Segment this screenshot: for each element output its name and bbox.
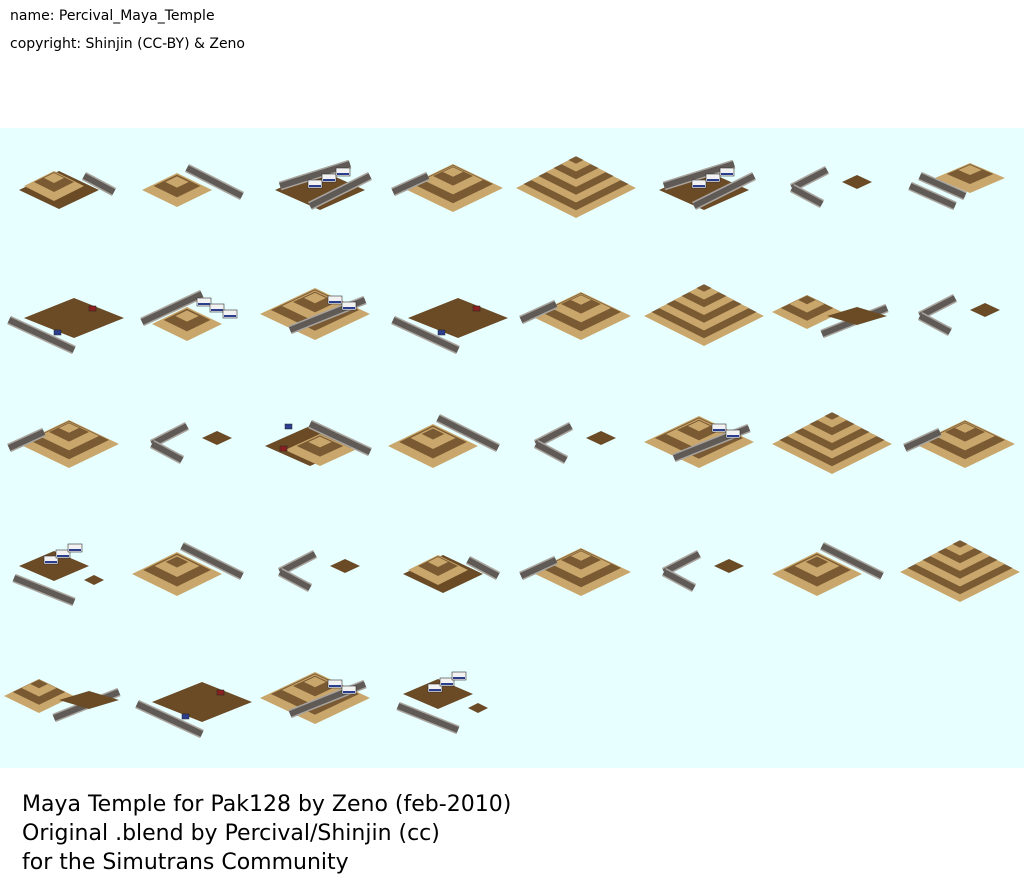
sprite-tile bbox=[516, 156, 636, 218]
sprite-tile bbox=[772, 541, 885, 596]
copyright-label: copyright: Shinjin (CC-BY) & Zeno bbox=[10, 36, 245, 52]
sprite-tile bbox=[917, 293, 1000, 336]
sprite-tile bbox=[19, 171, 117, 209]
credits-line-1: Maya Temple for Pak128 by Zeno (feb-2010… bbox=[22, 792, 512, 817]
credits-block: Maya Temple for Pak128 by Zeno (feb-2010… bbox=[22, 790, 511, 877]
sprite-tile bbox=[260, 288, 370, 340]
sprite-tile bbox=[265, 419, 372, 466]
credits-line-2: Original .blend by Percival/Shinjin (cc) bbox=[22, 821, 440, 846]
object-name-label: name: Percival_Maya_Temple bbox=[10, 8, 215, 24]
sprite-tile bbox=[661, 549, 744, 592]
sprite-tile bbox=[142, 163, 245, 207]
sprite-tile bbox=[644, 284, 764, 346]
sprite-tile bbox=[132, 541, 245, 596]
sprite-tile bbox=[396, 671, 488, 735]
sprite-tile bbox=[7, 420, 119, 468]
sprite-tile bbox=[7, 298, 124, 355]
sprite-tile bbox=[519, 292, 631, 340]
sprite-tile bbox=[403, 555, 501, 593]
sprite-tile bbox=[260, 672, 370, 724]
sprite-tile bbox=[391, 298, 508, 355]
sprite-tile bbox=[140, 289, 238, 341]
sprite-sheet-canvas bbox=[4, 156, 1020, 739]
sprite-tile bbox=[772, 412, 892, 474]
sprite-tile bbox=[4, 679, 121, 723]
sprite-tile bbox=[135, 682, 252, 739]
sprite-tile bbox=[388, 413, 501, 468]
sprite-tile bbox=[519, 548, 631, 596]
sprite-tile bbox=[772, 295, 889, 339]
sprite-tile bbox=[659, 159, 757, 211]
sprite-tile bbox=[908, 163, 1005, 211]
sprite-tile bbox=[12, 543, 104, 607]
sprite-tile bbox=[644, 416, 754, 468]
sprite-tile bbox=[903, 420, 1015, 468]
sprite-tile bbox=[277, 549, 360, 592]
sprite-tile bbox=[275, 159, 373, 211]
sprite-tile bbox=[149, 421, 232, 464]
sprite-tile bbox=[789, 165, 872, 208]
sprite-sheet bbox=[0, 128, 1024, 768]
sprite-tile bbox=[533, 421, 616, 464]
sprite-tile bbox=[900, 540, 1020, 602]
credits-line-3: for the Simutrans Community bbox=[22, 850, 349, 875]
sprite-tile bbox=[391, 164, 503, 212]
